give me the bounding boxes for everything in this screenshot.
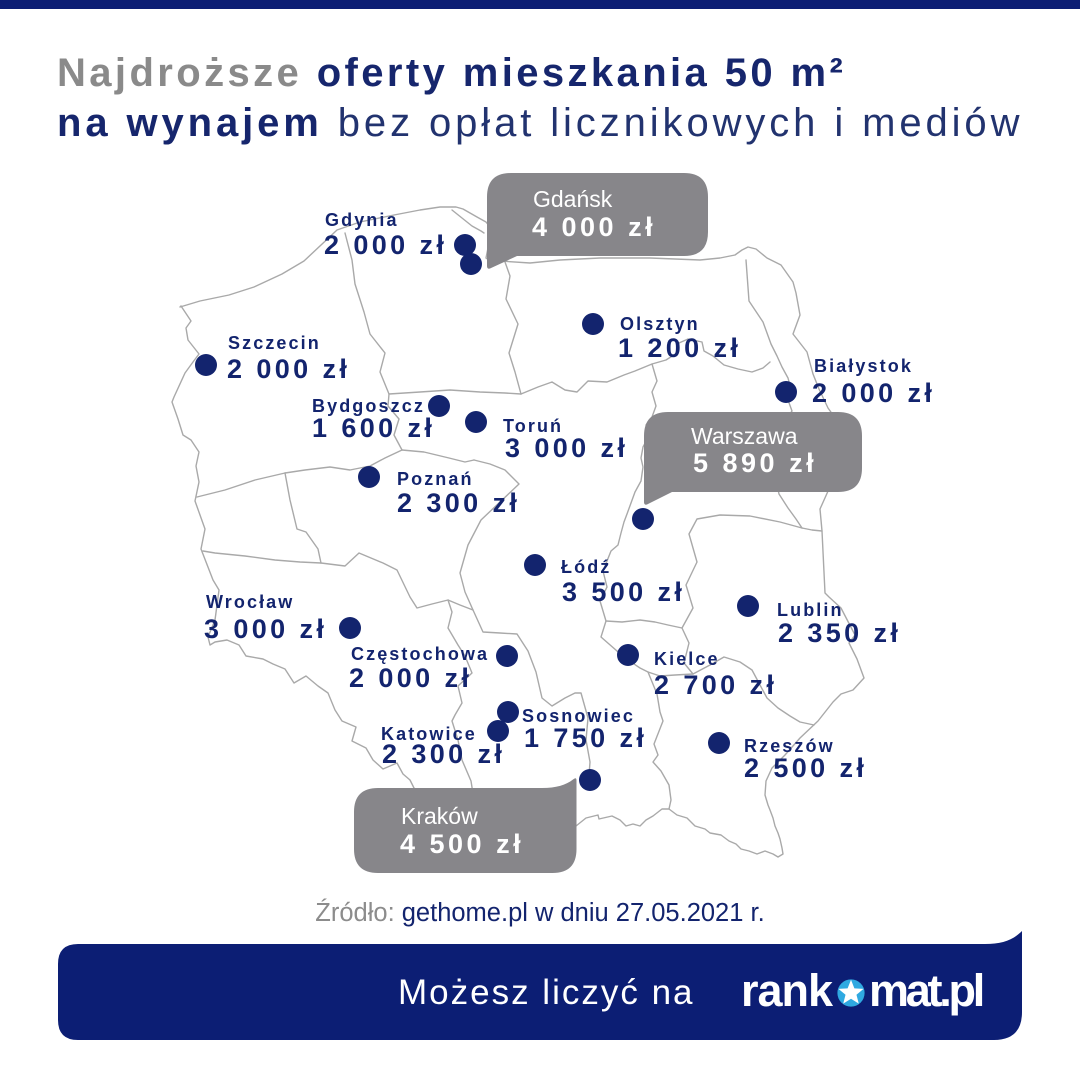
svg-text:2 500 zł: 2 500 zł: [744, 753, 867, 783]
svg-text:2 300 zł: 2 300 zł: [382, 739, 505, 769]
svg-text:Najdroższe oferty mieszkania 5: Najdroższe oferty mieszkania 50 m²: [57, 51, 846, 95]
svg-text:1 750 zł: 1 750 zł: [524, 723, 647, 753]
svg-text:Gdańsk: Gdańsk: [533, 186, 613, 212]
svg-text:Lublin: Lublin: [777, 600, 844, 620]
svg-text:Olsztyn: Olsztyn: [620, 314, 700, 334]
svg-text:Białystok: Białystok: [814, 356, 913, 376]
svg-text:Bydgoszcz: Bydgoszcz: [312, 396, 425, 416]
svg-text:Wrocław: Wrocław: [206, 592, 294, 612]
svg-text:Łódź: Łódź: [561, 557, 611, 577]
svg-text:Kraków: Kraków: [401, 803, 478, 829]
svg-text:2 700 zł: 2 700 zł: [654, 670, 777, 700]
svg-text:2 350 zł: 2 350 zł: [778, 618, 901, 648]
svg-text:2 000 zł: 2 000 zł: [227, 354, 350, 384]
svg-text:3 500 zł: 3 500 zł: [562, 577, 685, 607]
svg-text:Źródło: gethome.pl w dniu 27.0: Źródło: gethome.pl w dniu 27.05.2021 r.: [315, 898, 764, 927]
svg-text:2 000 zł: 2 000 zł: [812, 378, 935, 408]
svg-text:mat.pl: mat.pl: [869, 965, 983, 1016]
svg-text:Katowice: Katowice: [381, 724, 477, 744]
svg-text:4 500 zł: 4 500 zł: [400, 829, 524, 859]
svg-text:Gdynia: Gdynia: [325, 210, 399, 230]
svg-text:Poznań: Poznań: [397, 469, 474, 489]
svg-text:rank: rank: [741, 965, 834, 1016]
svg-text:5 890 zł: 5 890 zł: [693, 448, 817, 478]
svg-text:Rzeszów: Rzeszów: [744, 736, 835, 756]
svg-text:Szczecin: Szczecin: [228, 333, 321, 353]
svg-text:Toruń: Toruń: [503, 416, 563, 436]
svg-text:3 000 zł: 3 000 zł: [505, 433, 628, 463]
svg-text:1 600 zł: 1 600 zł: [312, 413, 435, 443]
svg-text:Warszawa: Warszawa: [691, 423, 798, 449]
svg-text:2 300 zł: 2 300 zł: [397, 488, 520, 518]
svg-text:Sosnowiec: Sosnowiec: [522, 706, 635, 726]
svg-text:na wynajem bez opłat licznikow: na wynajem bez opłat licznikowych i medi…: [57, 101, 1023, 145]
svg-text:Częstochowa: Częstochowa: [351, 644, 489, 664]
svg-text:Kielce: Kielce: [654, 649, 720, 669]
svg-text:4 000 zł: 4 000 zł: [532, 212, 656, 242]
svg-text:2 000 zł: 2 000 zł: [349, 663, 472, 693]
svg-text:2 000 zł: 2 000 zł: [324, 230, 447, 260]
svg-text:Możesz liczyć na: Możesz liczyć na: [398, 973, 695, 1012]
svg-text:3 000 zł: 3 000 zł: [204, 614, 327, 644]
svg-text:1 200 zł: 1 200 zł: [618, 333, 741, 363]
